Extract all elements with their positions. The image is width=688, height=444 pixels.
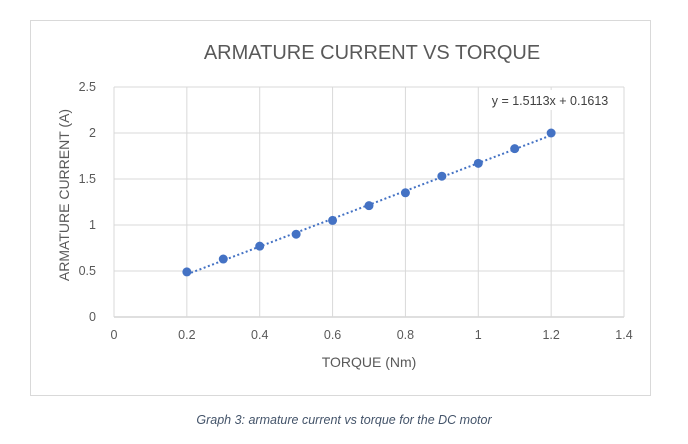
x-tick-label: 0.2 <box>178 328 195 342</box>
y-tick-label: 0.5 <box>79 264 96 278</box>
x-tick-label: 0.6 <box>324 328 341 342</box>
y-tick-label: 0 <box>89 310 96 324</box>
data-points <box>182 128 556 277</box>
y-tick-label: 2 <box>89 126 96 140</box>
data-point <box>437 171 447 181</box>
y-axis-title: ARMATURE CURRENT (A) <box>56 109 72 281</box>
chart-area: ARMATURE CURRENT VS TORQUE 0 0.2 0.4 0.6 0.8… <box>30 20 651 396</box>
scatter-chart: ARMATURE CURRENT VS TORQUE 0 0.2 0.4 0.6 0.8… <box>56 42 633 370</box>
data-point <box>328 215 338 225</box>
x-axis-title: TORQUE (Nm) <box>322 354 417 370</box>
x-tick-label: 0 <box>111 328 118 342</box>
x-axis-ticks: 0 0.2 0.4 0.6 0.8 1 1.2 1.4 <box>111 328 633 342</box>
y-tick-label: 1.5 <box>79 172 96 186</box>
x-tick-label: 1 <box>475 328 482 342</box>
x-tick-label: 0.4 <box>251 328 268 342</box>
data-point <box>473 158 483 168</box>
data-point <box>510 144 520 154</box>
data-point <box>218 254 228 264</box>
equation-box <box>480 90 620 110</box>
trendline-equation: y = 1.5113x + 0.1613 <box>492 94 609 108</box>
data-point <box>255 241 265 251</box>
x-tick-label: 0.8 <box>397 328 414 342</box>
y-tick-label: 1 <box>89 218 96 232</box>
y-tick-label: 2.5 <box>79 80 96 94</box>
figure-caption: Graph 3: armature current vs torque for … <box>196 413 492 427</box>
data-point <box>182 267 192 277</box>
data-point <box>364 201 374 211</box>
data-point <box>291 229 301 239</box>
data-point <box>546 128 556 138</box>
gridlines <box>113 86 625 318</box>
y-axis-ticks: 0 0.5 1 1.5 2 2.5 <box>79 80 96 324</box>
x-tick-label: 1.2 <box>542 328 559 342</box>
data-point <box>400 188 410 198</box>
chart-title: ARMATURE CURRENT VS TORQUE <box>204 42 540 64</box>
x-tick-label: 1.4 <box>615 328 632 342</box>
